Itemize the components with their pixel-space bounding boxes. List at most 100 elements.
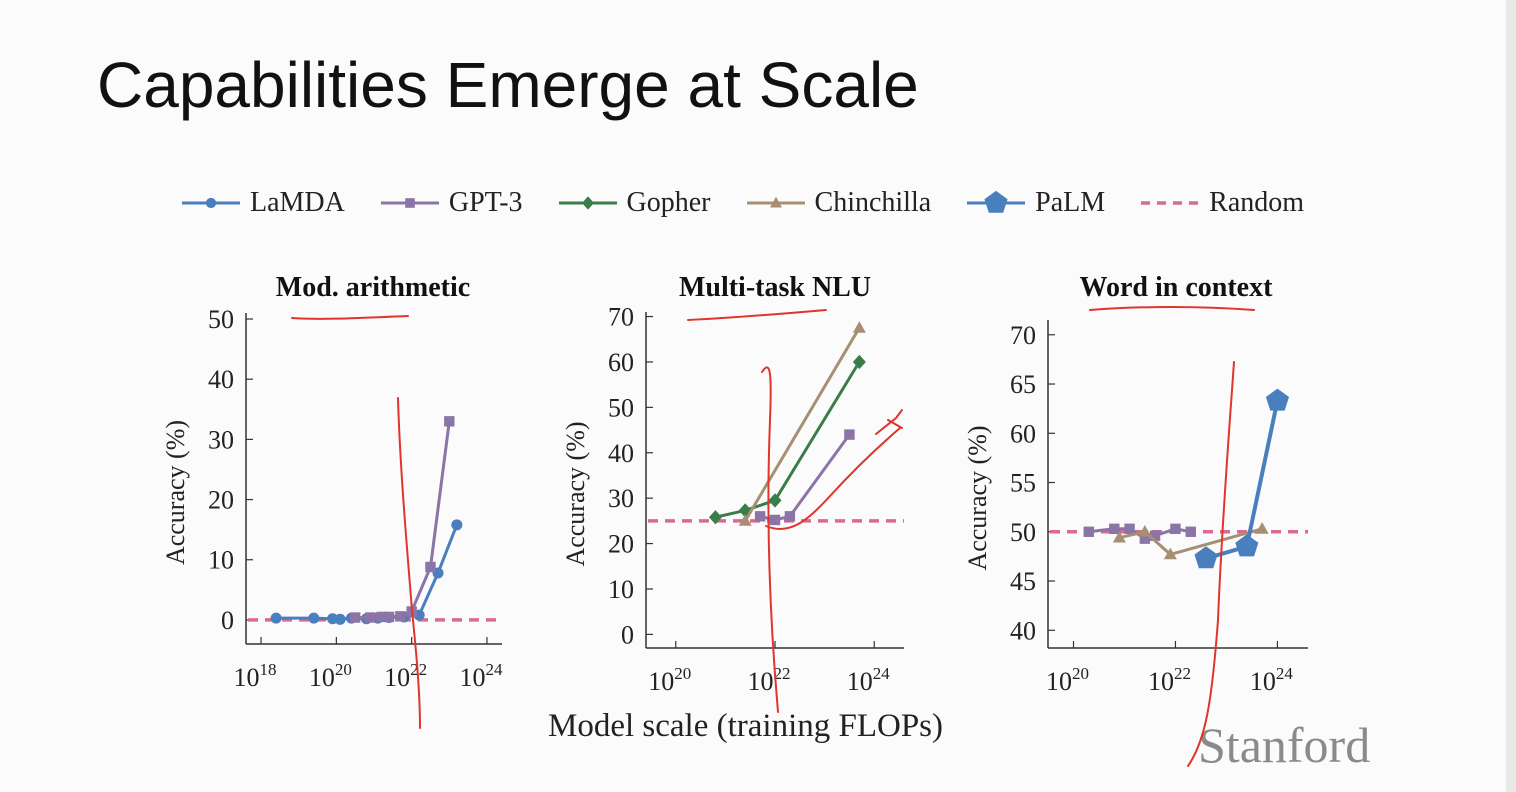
y-tick-label: 40 xyxy=(608,439,634,468)
data-point-gpt-3 xyxy=(1124,523,1135,535)
data-point-chinchilla xyxy=(1163,547,1177,560)
data-point-gpt-3 xyxy=(1149,530,1161,541)
y-tick-label: 30 xyxy=(208,425,234,454)
series-line-gpt-3 xyxy=(355,421,451,619)
legend-swatch-chinchilla xyxy=(746,196,805,208)
legend-marker-chinchilla xyxy=(769,196,782,208)
legend-item-chinchilla: Chinchilla xyxy=(745,187,932,219)
data-point-gpt-3 xyxy=(1185,526,1196,537)
legend-item-random: Random xyxy=(1139,187,1304,219)
legend-item-gpt-3: GPT-3 xyxy=(379,187,523,219)
legend-item-lamda: LaMDA xyxy=(180,187,345,219)
series-line-gpt-3 xyxy=(759,433,851,522)
legend-marker-gopher xyxy=(581,196,594,210)
data-point-gpt-3 xyxy=(844,429,855,440)
y-tick-label: 10 xyxy=(608,575,634,604)
x-tick-label: 1022 xyxy=(384,660,427,692)
x-tick-label: 1020 xyxy=(1046,664,1089,696)
chart-title: Word in context xyxy=(1080,272,1274,303)
y-axis-label: Accuracy (%) xyxy=(161,420,190,565)
y-tick-label: 20 xyxy=(608,530,634,559)
data-point-chinchilla xyxy=(1255,521,1269,534)
chart-panel-3: Word in context 40 45 50 55 60 65 70 1020 1022 102… xyxy=(963,272,1308,696)
data-point-lamda xyxy=(270,612,282,624)
y-tick-label: 10 xyxy=(208,546,234,575)
x-tick-label: 1022 xyxy=(1148,664,1191,696)
legend-label: Random xyxy=(1209,187,1305,218)
x-tick-label: 1024 xyxy=(1250,664,1294,696)
x-tick-label: 1020 xyxy=(309,660,352,692)
data-point-palm xyxy=(1235,534,1259,557)
y-tick-label: 50 xyxy=(608,393,634,422)
data-point-chinchilla xyxy=(738,514,752,526)
data-point-gpt-3 xyxy=(784,511,796,522)
series-line-gopher xyxy=(715,361,861,519)
y-tick-label: 40 xyxy=(208,365,234,394)
data-point-gpt-3 xyxy=(1170,523,1181,535)
y-tick-label: 30 xyxy=(608,484,634,513)
y-axis-label: Accuracy (%) xyxy=(561,421,590,566)
y-tick-label: 60 xyxy=(1010,419,1036,448)
data-point-gpt-3 xyxy=(1109,523,1120,535)
data-point-chinchilla xyxy=(1138,524,1152,537)
legend-swatch-gpt-3 xyxy=(380,198,439,208)
slide-title: Capabilities Emerge at Scale xyxy=(97,49,919,121)
x-tick-label: 1024 xyxy=(847,664,891,696)
data-point-chinchilla xyxy=(852,321,866,333)
y-tick-label: 70 xyxy=(608,303,634,332)
legend-swatch-palm xyxy=(967,191,1026,213)
data-point-chinchilla xyxy=(1112,530,1126,543)
legend-label: PaLM xyxy=(1035,187,1106,218)
legend-marker-gpt-3 xyxy=(405,198,415,208)
data-point-gopher xyxy=(708,510,722,525)
legend-marker-palm xyxy=(984,191,1008,213)
y-tick-label: 50 xyxy=(1010,518,1036,547)
legend-item-palm: PaLM xyxy=(965,187,1105,219)
legend-label: Gopher xyxy=(626,187,711,218)
legend-swatch-random xyxy=(1141,201,1200,205)
data-point-gopher xyxy=(852,354,866,370)
y-tick-label: 0 xyxy=(221,606,234,635)
legend-swatch-gopher xyxy=(558,196,617,210)
x-tick-label: 1020 xyxy=(648,664,691,696)
y-tick-label: 0 xyxy=(621,620,634,649)
y-axis-label: Accuracy (%) xyxy=(963,425,992,570)
y-tick-label: 40 xyxy=(1010,616,1036,645)
data-point-lamda xyxy=(308,612,320,624)
chart-legend: LaMDA GPT-3 Gopher Chinchilla PaLM Random xyxy=(180,180,1338,226)
series-line-chinchilla xyxy=(743,327,861,522)
data-point-gpt-3 xyxy=(376,611,387,623)
legend-label: LaMDA xyxy=(250,187,345,218)
y-tick-label: 50 xyxy=(208,305,234,334)
data-point-lamda xyxy=(451,519,463,531)
data-point-gpt-3 xyxy=(365,612,376,623)
y-tick-label: 55 xyxy=(1010,469,1036,498)
data-point-gpt-3 xyxy=(769,514,781,526)
data-point-gpt-3 xyxy=(1083,526,1094,537)
data-point-gpt-3 xyxy=(349,612,361,623)
data-point-gpt-3 xyxy=(1139,533,1151,544)
data-point-gpt-3 xyxy=(754,511,766,522)
chart-title: Multi-task NLU xyxy=(679,272,871,303)
data-point-gpt-3 xyxy=(383,611,395,623)
data-point-palm xyxy=(1265,388,1289,411)
legend-label: GPT-3 xyxy=(448,187,523,218)
data-point-palm xyxy=(1194,546,1218,569)
legend-label: Chinchilla xyxy=(814,187,932,218)
y-tick-label: 65 xyxy=(1010,370,1036,399)
y-tick-label: 45 xyxy=(1010,567,1036,596)
legend-marker-lamda xyxy=(205,197,217,209)
shared-x-axis-label: Model scale (training FLOPs) xyxy=(548,708,944,744)
data-point-gpt-3 xyxy=(395,611,406,622)
stanford-logo: Stanford xyxy=(1198,717,1371,773)
chart-title: Mod. arithmetic xyxy=(276,272,470,303)
data-point-gpt-3 xyxy=(406,606,417,617)
data-point-gpt-3 xyxy=(425,561,436,573)
legend-swatch-lamda xyxy=(182,197,240,209)
data-point-lamda xyxy=(334,613,346,625)
x-tick-label: 1024 xyxy=(459,660,503,692)
data-point-gpt-3 xyxy=(444,416,455,427)
